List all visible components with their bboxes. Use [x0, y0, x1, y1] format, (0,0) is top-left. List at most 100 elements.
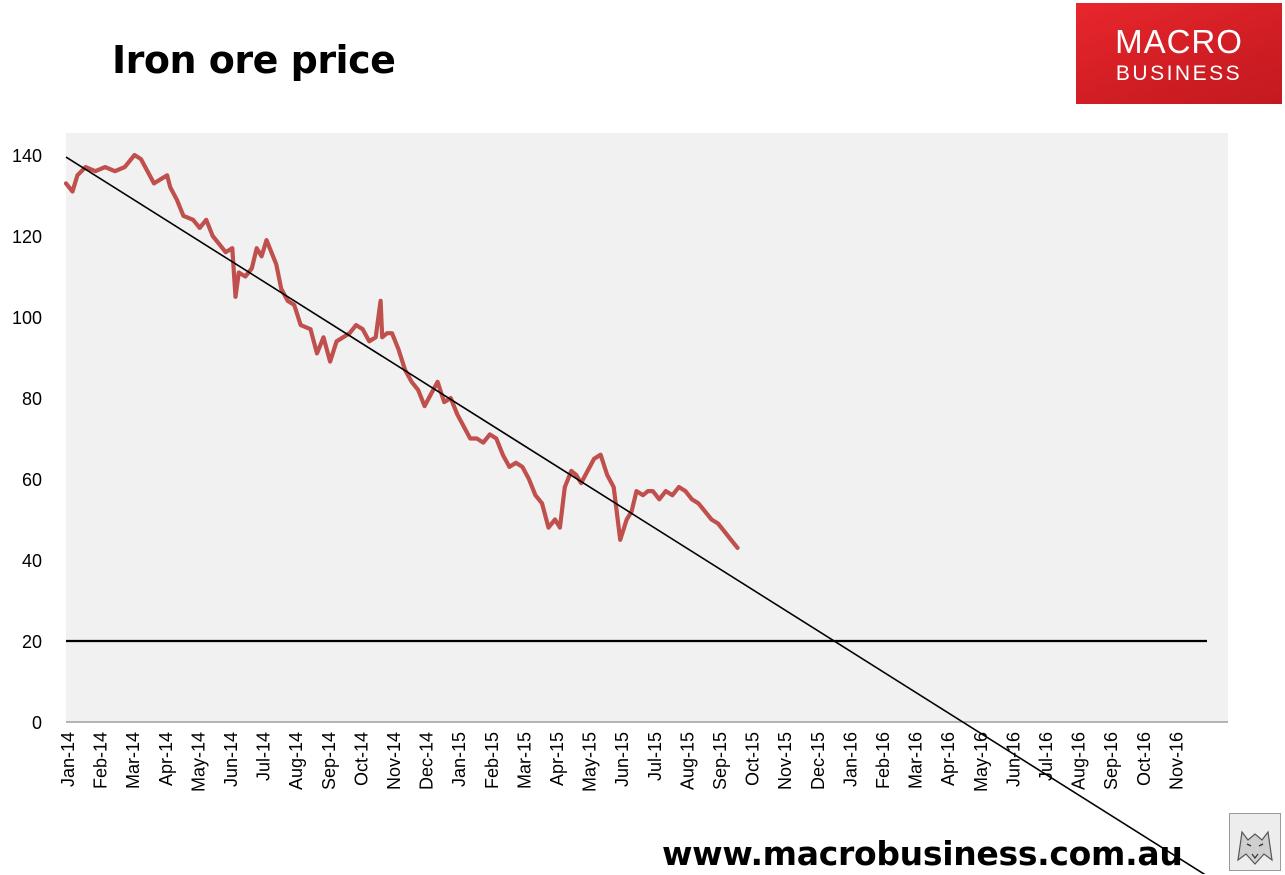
x-tick-label: May-14 [188, 732, 208, 792]
price-point [217, 242, 221, 246]
price-point [723, 530, 727, 534]
x-tick-label: Nov-16 [1166, 732, 1186, 790]
price-point [599, 453, 603, 457]
price-point [436, 380, 440, 384]
price-point [533, 493, 537, 497]
price-point [683, 489, 687, 493]
x-tick-label: May-15 [580, 732, 600, 792]
price-point [390, 331, 394, 335]
price-point [462, 424, 466, 428]
price-point [159, 177, 163, 181]
y-tick-label: 80 [22, 389, 42, 409]
x-tick-label: Aug-15 [677, 732, 697, 790]
price-point [488, 432, 492, 436]
price-point [354, 323, 358, 327]
x-tick-label: Feb-15 [482, 732, 502, 789]
price-point [410, 380, 414, 384]
price-point [211, 234, 215, 238]
price-point [123, 165, 127, 169]
y-tick-label: 120 [12, 227, 42, 247]
price-point [292, 303, 296, 307]
price-point [690, 497, 694, 501]
price-point [255, 246, 259, 250]
trend-line [65, 156, 1206, 874]
price-point [64, 181, 68, 185]
price-point [546, 526, 550, 530]
price-point [696, 501, 700, 505]
price-point [198, 226, 202, 230]
price-point [605, 473, 609, 477]
price-point [569, 469, 573, 473]
logo-line-1: MACRO [1115, 23, 1243, 60]
x-tick-label: Oct-16 [1134, 732, 1154, 786]
x-tick-label: Mar-14 [123, 732, 143, 789]
wolf-icon [1229, 813, 1281, 871]
x-tick-label: Aug-16 [1069, 732, 1089, 790]
price-point [553, 518, 557, 522]
x-tick-label: Oct-14 [351, 732, 371, 786]
price-point [586, 469, 590, 473]
price-point [175, 198, 179, 202]
price-point [75, 173, 79, 177]
price-point [625, 518, 629, 522]
price-point [397, 347, 401, 351]
x-tick-label: Jan-16 [840, 732, 860, 787]
price-point [315, 351, 319, 355]
price-point [322, 335, 326, 339]
price-point [286, 299, 290, 303]
price-point [367, 339, 371, 343]
price-point [520, 465, 524, 469]
price-point [703, 509, 707, 513]
price-point [269, 250, 273, 254]
macrobusiness-logo[interactable]: MACRO BUSINESS [1076, 3, 1282, 104]
price-point [507, 465, 511, 469]
x-tick-label: Apr-15 [547, 732, 567, 786]
x-tick-label: Sep-15 [710, 732, 730, 790]
price-point [361, 327, 365, 331]
price-point [646, 489, 650, 493]
price-point [224, 250, 228, 254]
price-point [729, 538, 733, 542]
price-point [423, 404, 427, 408]
plot-area [66, 133, 1228, 722]
price-point [260, 254, 264, 258]
price-point [641, 493, 645, 497]
price-point [230, 246, 234, 250]
price-point [168, 185, 172, 189]
x-tick-label: Apr-16 [938, 732, 958, 786]
price-point [455, 412, 459, 416]
price-point [243, 275, 247, 279]
price-point [93, 169, 97, 173]
price-point [264, 238, 268, 242]
price-point [481, 441, 485, 445]
x-tick-label: Jun-14 [221, 732, 241, 787]
x-tick-label: Sep-16 [1101, 732, 1121, 790]
footer-url[interactable]: www.macrobusiness.com.au [662, 834, 1183, 873]
y-tick-label: 140 [12, 146, 42, 166]
x-tick-label: Sep-14 [319, 732, 339, 790]
price-point [71, 189, 75, 193]
x-tick-label: Feb-14 [91, 732, 111, 789]
price-point [191, 218, 195, 222]
price-point [651, 489, 655, 493]
x-tick-label: Feb-16 [873, 732, 893, 789]
x-tick-label: Oct-15 [743, 732, 763, 786]
price-point [429, 392, 433, 396]
price-point [181, 214, 185, 218]
price-point [468, 437, 472, 441]
price-point [709, 518, 713, 522]
price-point [274, 262, 278, 266]
y-tick-label: 60 [22, 470, 42, 490]
price-point [514, 461, 518, 465]
price-point [494, 437, 498, 441]
price-point [657, 497, 661, 501]
price-point [501, 453, 505, 457]
x-tick-label: Apr-14 [156, 732, 176, 786]
price-point [152, 181, 156, 185]
x-tick-label: Mar-16 [906, 732, 926, 789]
x-tick-label: Nov-15 [775, 732, 795, 790]
price-point [635, 489, 639, 493]
price-point [379, 299, 383, 303]
x-tick-label: Aug-14 [286, 732, 306, 790]
